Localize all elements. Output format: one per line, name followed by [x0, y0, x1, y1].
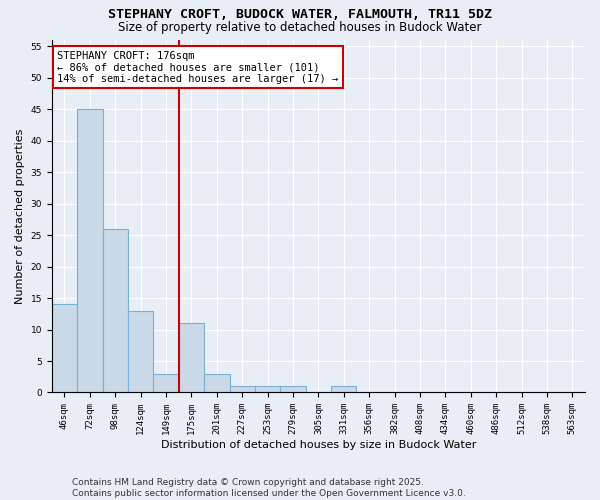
- Text: Size of property relative to detached houses in Budock Water: Size of property relative to detached ho…: [118, 21, 482, 34]
- Bar: [77, 109, 103, 393]
- Bar: [52, 304, 77, 392]
- Bar: [280, 386, 305, 392]
- Text: STEPHANY CROFT, BUDOCK WATER, FALMOUTH, TR11 5DZ: STEPHANY CROFT, BUDOCK WATER, FALMOUTH, …: [108, 8, 492, 20]
- Bar: [230, 386, 255, 392]
- Bar: [128, 310, 154, 392]
- Y-axis label: Number of detached properties: Number of detached properties: [15, 128, 25, 304]
- Bar: [331, 386, 356, 392]
- Bar: [103, 229, 128, 392]
- Bar: [204, 374, 230, 392]
- Bar: [179, 323, 204, 392]
- Bar: [154, 374, 179, 392]
- Text: STEPHANY CROFT: 176sqm
← 86% of detached houses are smaller (101)
14% of semi-de: STEPHANY CROFT: 176sqm ← 86% of detached…: [57, 50, 338, 84]
- Bar: [255, 386, 280, 392]
- Text: Contains HM Land Registry data © Crown copyright and database right 2025.
Contai: Contains HM Land Registry data © Crown c…: [72, 478, 466, 498]
- X-axis label: Distribution of detached houses by size in Budock Water: Distribution of detached houses by size …: [161, 440, 476, 450]
